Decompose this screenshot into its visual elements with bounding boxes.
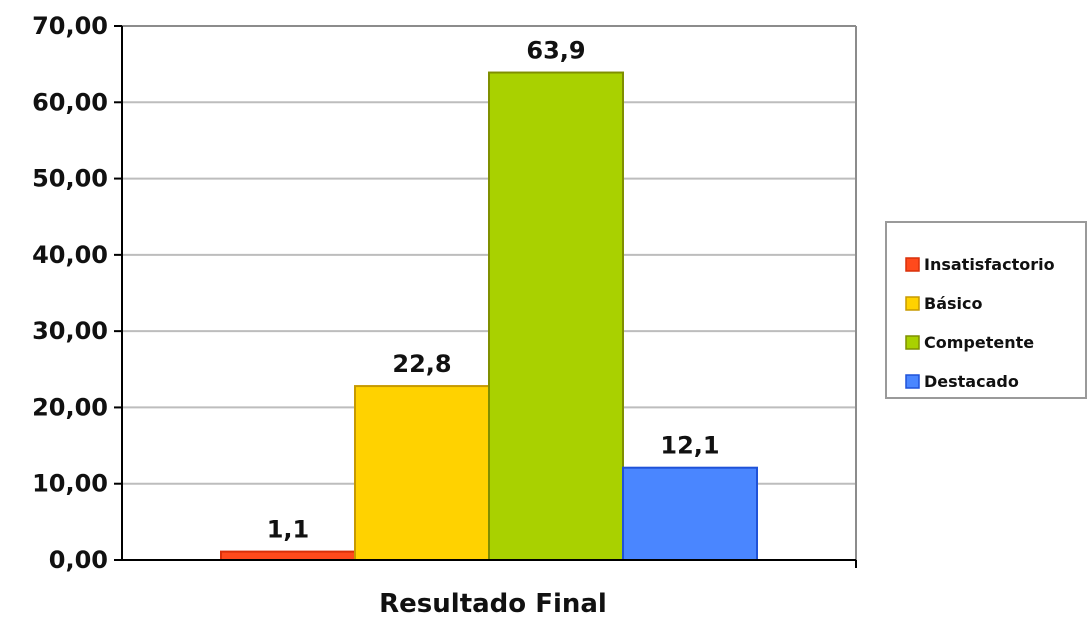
- legend: Insatisfactorio Básico Competente Destacado: [885, 221, 1087, 399]
- legend-swatch: [905, 257, 920, 272]
- data-label: 1,1: [267, 516, 310, 544]
- y-tick-label: 10,00: [32, 470, 108, 498]
- legend-label: Insatisfactorio: [924, 255, 1055, 274]
- bars: [220, 71, 758, 562]
- y-tick-label: 70,00: [32, 12, 108, 40]
- bar-destacado: [622, 466, 758, 561]
- labels: 0,00 10,00 20,00 30,00 40,00 50,00 60,00 70,00 1…: [32, 12, 720, 619]
- y-tick-label: 0,00: [49, 546, 108, 574]
- legend-label: Básico: [924, 294, 982, 313]
- axes: [114, 25, 857, 568]
- data-label: 22,8: [392, 350, 451, 378]
- legend-label: Competente: [924, 333, 1034, 352]
- bar-b-sico: [354, 385, 490, 561]
- legend-swatch: [905, 335, 920, 350]
- data-label: 12,1: [660, 432, 719, 460]
- y-tick-label: 40,00: [32, 241, 108, 269]
- bar-competente: [488, 71, 624, 562]
- bar-insatisfactorio: [220, 550, 356, 562]
- x-category-label: Resultado Final: [379, 589, 607, 619]
- y-tick-label: 50,00: [32, 165, 108, 193]
- legend-label: Destacado: [924, 372, 1019, 391]
- y-tick-label: 60,00: [32, 88, 108, 116]
- y-tick-label: 20,00: [32, 393, 108, 421]
- data-label: 63,9: [526, 37, 585, 65]
- legend-swatch: [905, 296, 920, 311]
- y-tick-label: 30,00: [32, 317, 108, 345]
- legend-swatch: [905, 374, 920, 389]
